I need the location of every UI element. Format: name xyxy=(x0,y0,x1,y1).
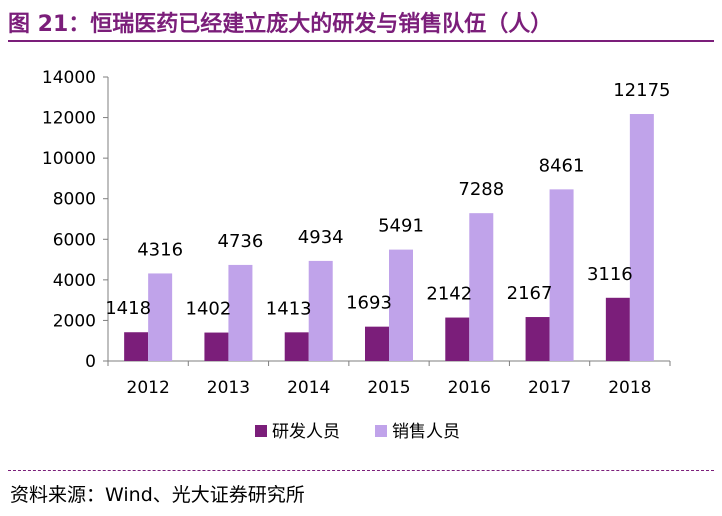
bar-sales-2012 xyxy=(148,273,173,361)
legend-label-rd: 研发人员 xyxy=(272,422,340,442)
bar-sales-2013 xyxy=(228,264,253,361)
x-tick-label: 2018 xyxy=(608,378,651,398)
y-tick-label: 4000 xyxy=(53,271,96,291)
x-tick-label: 2012 xyxy=(127,378,170,398)
data-label: 4934 xyxy=(298,227,344,248)
y-tick-label: 6000 xyxy=(53,230,96,250)
x-tick-label: 2014 xyxy=(287,378,330,398)
bar-sales-2017 xyxy=(549,189,574,361)
bar-rd-2012 xyxy=(124,332,149,361)
y-tick-label: 8000 xyxy=(53,190,96,210)
x-tick-label: 2016 xyxy=(448,378,491,398)
data-label: 3116 xyxy=(587,264,633,285)
data-label: 12175 xyxy=(613,80,670,101)
y-tick-label: 12000 xyxy=(42,109,96,129)
footer-divider xyxy=(8,470,714,471)
legend-label-sales: 销售人员 xyxy=(392,422,460,442)
bar-sales-2014 xyxy=(308,260,333,361)
bar-sales-2015 xyxy=(389,249,413,361)
bar-sales-2016 xyxy=(469,213,494,361)
bar-rd-2013 xyxy=(204,332,229,361)
source-note: 资料来源：Wind、光大证券研究所 xyxy=(10,484,305,506)
bar-chart: 0 2000 4000 6000 8000 10000 12000 14000 2012 2013… xyxy=(42,68,671,442)
data-label: 7288 xyxy=(458,179,504,200)
data-label: 2142 xyxy=(426,284,472,305)
bar-rd-2015 xyxy=(365,326,389,361)
data-label: 1402 xyxy=(186,299,232,320)
bar-rd-2018 xyxy=(605,297,630,361)
y-tick-label: 10000 xyxy=(42,149,96,169)
data-label: 1693 xyxy=(346,293,392,314)
y-tick-label: 2000 xyxy=(53,311,96,331)
data-label: 1413 xyxy=(266,298,312,319)
legend-swatch-sales xyxy=(375,425,387,437)
title-divider xyxy=(8,40,714,42)
data-label: 5491 xyxy=(378,216,424,237)
legend-swatch-rd xyxy=(255,425,267,437)
data-label: 4316 xyxy=(137,239,183,260)
bar-sales-2018 xyxy=(629,114,654,362)
x-tick-label: 2017 xyxy=(528,378,571,398)
figure-title: 图 21：恒瑞医药已经建立庞大的研发与销售队伍（人） xyxy=(8,12,553,37)
bar-rd-2017 xyxy=(525,317,550,361)
bar-rd-2014 xyxy=(284,332,309,361)
data-label: 4736 xyxy=(218,231,264,252)
bar-rd-2016 xyxy=(445,317,470,361)
data-label: 1418 xyxy=(105,298,151,319)
x-tick-label: 2013 xyxy=(207,378,250,398)
y-tick-label: 0 xyxy=(85,352,96,372)
y-tick-label: 14000 xyxy=(42,68,96,88)
data-label: 2167 xyxy=(507,283,553,304)
data-label: 8461 xyxy=(539,155,585,176)
x-tick-label: 2015 xyxy=(367,378,410,398)
